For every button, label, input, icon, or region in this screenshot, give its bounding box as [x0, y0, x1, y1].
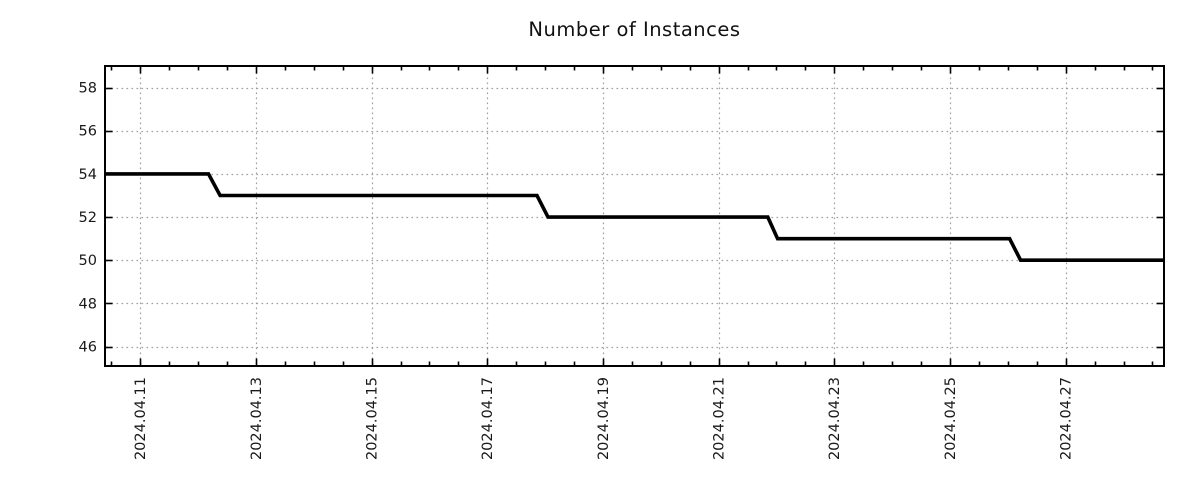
- y-tick-label: 46: [79, 340, 97, 356]
- y-tick-label: 50: [79, 253, 97, 269]
- y-tick-label: 48: [79, 296, 97, 312]
- series-line: [105, 172, 1164, 263]
- y-tick-label: 52: [79, 210, 97, 226]
- x-tick-label: 2024.04.21: [712, 377, 728, 460]
- grid: [106, 67, 1163, 365]
- x-tick-label: 2024.04.15: [365, 377, 381, 460]
- x-tick-label: 2024.04.13: [249, 377, 265, 460]
- x-tick-label: 2024.04.11: [133, 377, 149, 460]
- chart-title: Number of Instances: [528, 18, 741, 41]
- x-tick-label: 2024.04.23: [827, 377, 843, 460]
- x-tick-labels: 2024.04.11 2024.04.13 2024.04.15 2024.04.17…: [133, 377, 1074, 460]
- x-tick-label: 2024.04.27: [1059, 377, 1075, 460]
- plot-border: [104, 65, 1165, 367]
- x-tick-label: 2024.04.17: [480, 377, 496, 460]
- y-tick-labels: 46 48 50 52 54 56 58: [79, 81, 97, 356]
- y-tick-label: 58: [79, 81, 97, 97]
- x-tick-label: 2024.04.25: [943, 377, 959, 460]
- y-tick-label: 56: [79, 124, 97, 140]
- x-tick-label: 2024.04.19: [596, 377, 612, 460]
- axis-ticks: [106, 67, 1163, 365]
- y-tick-label: 54: [79, 167, 97, 183]
